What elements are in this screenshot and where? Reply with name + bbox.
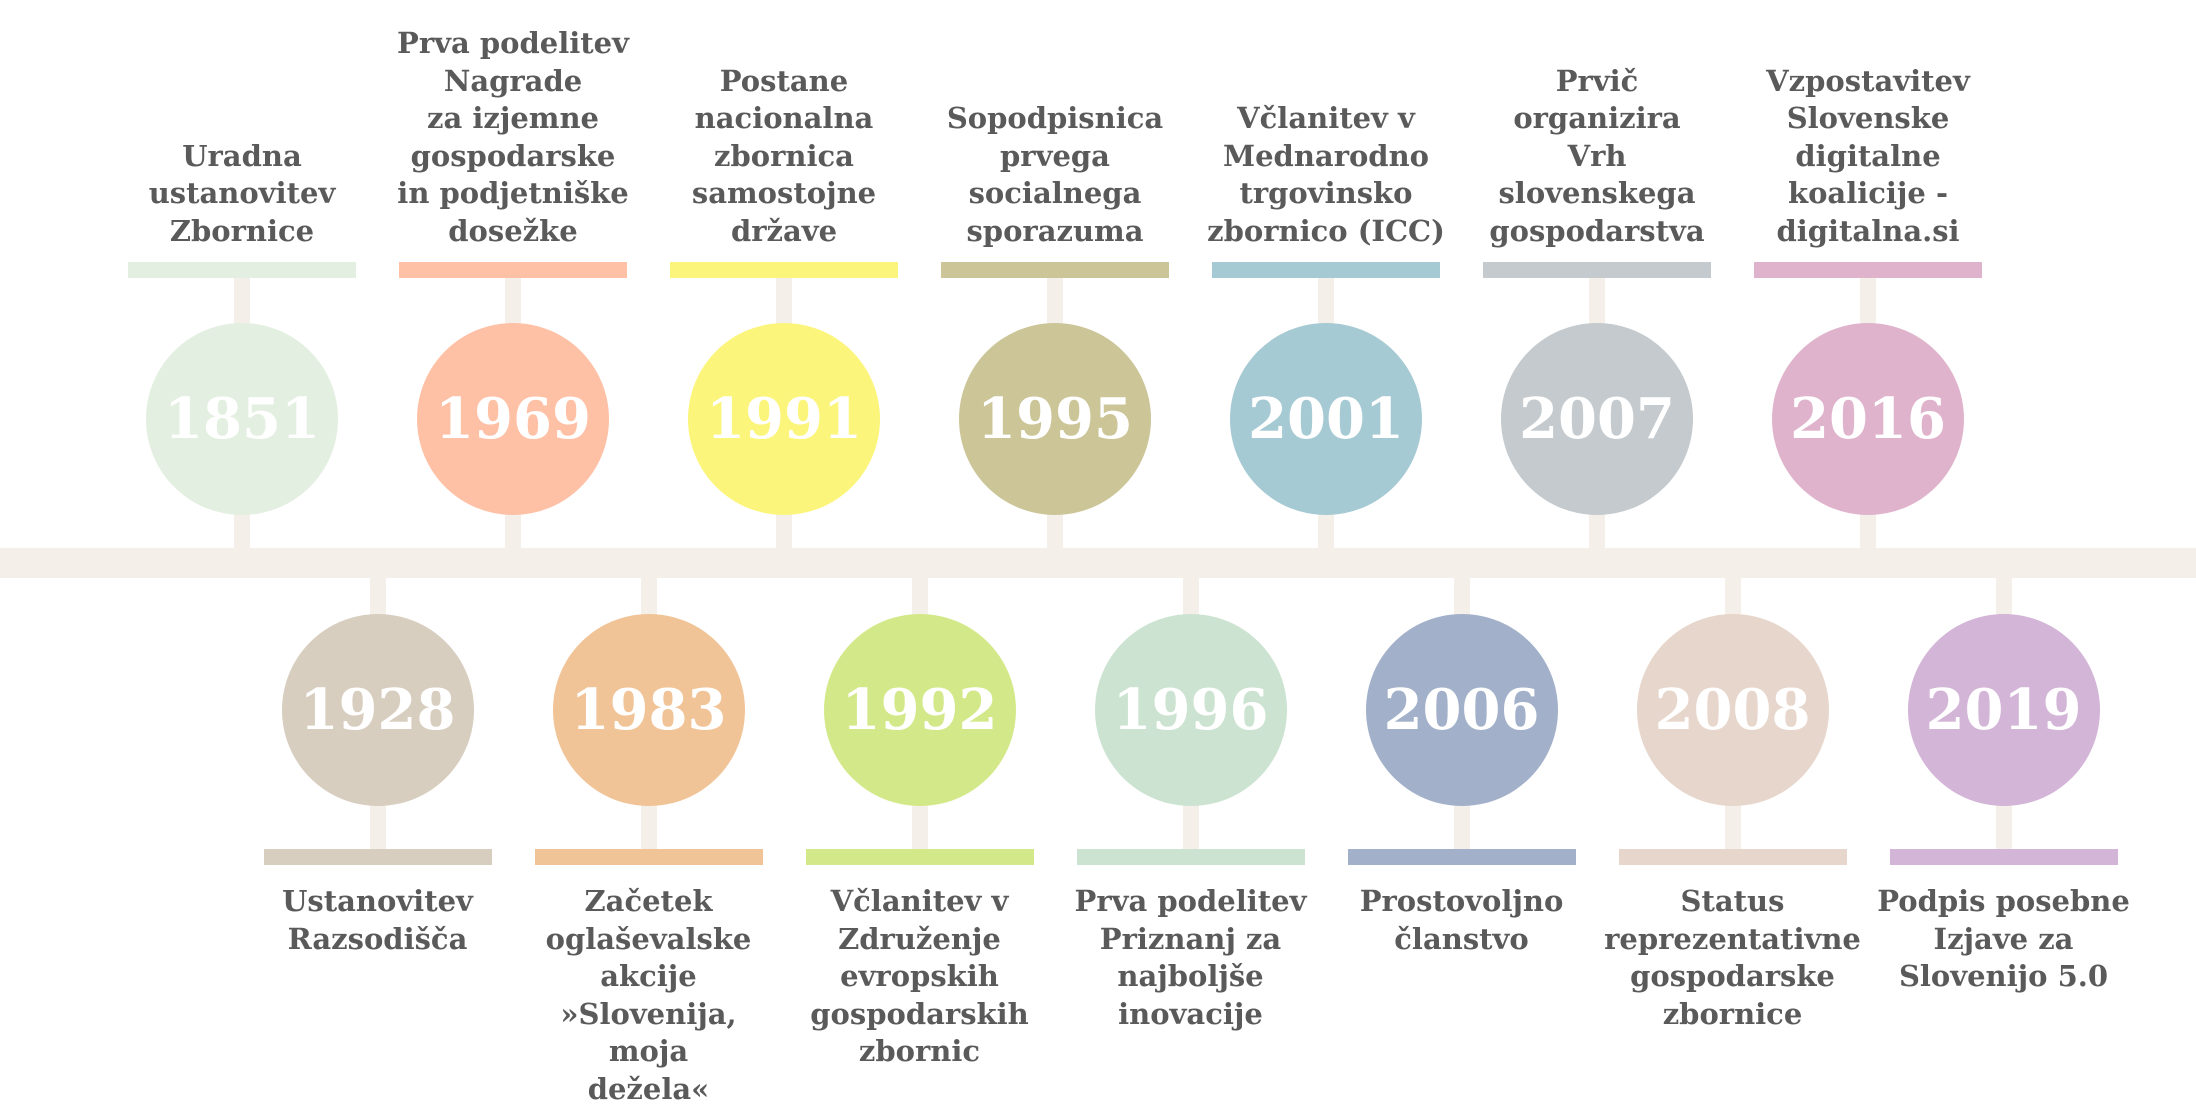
year-label: 1992	[841, 677, 998, 743]
event-description: Status reprezentativne gospodarske zborn…	[1603, 883, 1863, 1033]
event-description-text: Prostovoljno članstvo	[1359, 884, 1564, 956]
event-description-text: Podpis posebne Izjave za Slovenijo 5.0	[1877, 884, 2130, 993]
year-circle: 1992	[823, 614, 1016, 806]
event-bar	[263, 849, 492, 865]
event-description: Postane nacionalna zbornica samostojne d…	[654, 0, 914, 250]
year-circle: 2008	[1636, 614, 1829, 806]
event-description-text: Prva podelitev Priznanj za najboljše ino…	[1074, 884, 1307, 1031]
event-description: Prostovoljno članstvo	[1332, 883, 1592, 958]
event-description: Ustanovitev Razsodišča	[248, 883, 508, 958]
event-bar	[1754, 262, 1982, 278]
timeline-axis	[0, 548, 2196, 578]
year-label: 2001	[1248, 386, 1404, 452]
event-description: Prva podelitev Nagrade za izjemne gospod…	[383, 0, 643, 250]
year-label: 1851	[164, 386, 320, 452]
event-description-text: Uradna ustanovitev Zbornice	[148, 138, 336, 248]
event-description-text: Ustanovitev Razsodišča	[282, 884, 473, 956]
event-bar	[941, 262, 1169, 278]
year-label: 1983	[570, 677, 727, 743]
event-description: Uradna ustanovitev Zbornice	[112, 0, 372, 250]
event-bar	[1076, 849, 1305, 865]
event-description-text: Sopodpisnica prvega socialnega sporazuma	[946, 101, 1164, 248]
year-circle: 2019	[1907, 614, 2100, 806]
year-circle: 1928	[281, 614, 474, 806]
event-bar	[128, 262, 356, 278]
year-circle: 1991	[688, 323, 880, 515]
year-label: 1991	[706, 386, 862, 452]
event-description-text: Prvič organizira Vrh slovenskega gospoda…	[1489, 63, 1705, 248]
event-description: Včlanitev v Združenje evropskih gospodar…	[790, 883, 1050, 1071]
event-description-text: Včlanitev v Združenje evropskih gospodar…	[810, 884, 1029, 1068]
event-bar	[670, 262, 898, 278]
event-description: Prva podelitev Priznanj za najboljše ino…	[1061, 883, 1321, 1033]
event-description-text: Včlanitev v Mednarodno trgovinsko zborni…	[1207, 101, 1445, 248]
year-circle: 2007	[1501, 323, 1693, 515]
event-bar	[1483, 262, 1711, 278]
event-description-text: Status reprezentativne gospodarske zborn…	[1604, 884, 1861, 1031]
year-circle: 2006	[1365, 614, 1558, 806]
event-description: Podpis posebne Izjave za Slovenijo 5.0	[1874, 883, 2134, 996]
year-label: 2007	[1519, 386, 1675, 452]
event-description: Začetek oglaševalske akcije »Slovenija, …	[519, 883, 779, 1108]
event-description-text: Postane nacionalna zbornica samostojne d…	[691, 63, 877, 248]
event-description: Včlanitev v Mednarodno trgovinsko zborni…	[1196, 0, 1456, 250]
year-label: 2006	[1383, 677, 1540, 743]
year-label: 1995	[977, 386, 1133, 452]
year-circle: 1996	[1094, 614, 1287, 806]
year-circle: 1983	[552, 614, 745, 806]
year-label: 2008	[1654, 677, 1811, 743]
event-bar	[534, 849, 763, 865]
event-description: Sopodpisnica prvega socialnega sporazuma	[925, 0, 1185, 250]
year-label: 2019	[1925, 677, 2082, 743]
year-circle: 2016	[1772, 323, 1964, 515]
event-bar	[1618, 849, 1847, 865]
event-description: Prvič organizira Vrh slovenskega gospoda…	[1467, 0, 1727, 250]
event-bar	[1212, 262, 1440, 278]
event-description-text: Začetek oglaševalske akcije »Slovenija, …	[545, 884, 752, 1106]
year-circle: 1969	[417, 323, 609, 515]
year-circle: 1995	[959, 323, 1151, 515]
event-description-text: Prva podelitev Nagrade za izjemne gospod…	[397, 26, 629, 248]
event-description-text: Vzpostavitev Slovenske digitalne koalici…	[1766, 63, 1970, 248]
event-bar	[1889, 849, 2118, 865]
year-label: 2016	[1790, 386, 1946, 452]
event-bar	[1347, 849, 1576, 865]
year-label: 1969	[435, 386, 591, 452]
year-circle: 2001	[1230, 323, 1422, 515]
year-label: 1928	[299, 677, 456, 743]
event-bar	[399, 262, 627, 278]
year-circle: 1851	[146, 323, 338, 515]
event-description: Vzpostavitev Slovenske digitalne koalici…	[1738, 0, 1998, 250]
year-label: 1996	[1112, 677, 1269, 743]
event-bar	[805, 849, 1034, 865]
